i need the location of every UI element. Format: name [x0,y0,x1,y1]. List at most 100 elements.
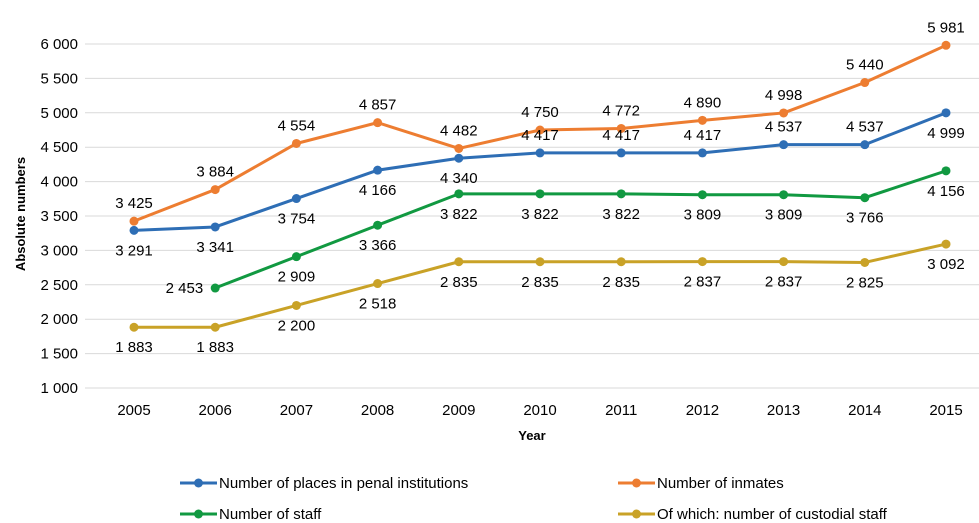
y-tick-label: 2 000 [40,311,78,328]
x-axis-title: Year [518,428,545,443]
data-label: 4 417 [521,127,559,144]
data-labels: 3 291 3 341 3 754 4 166 4 340 4 417 4 417 4 417… [115,19,965,356]
data-point [697,115,707,125]
y-axis-title: Absolute numbers [13,157,28,271]
data-point [697,257,707,267]
data-point [291,300,301,310]
data-point [941,239,951,249]
data-label: 2 909 [278,269,316,286]
data-label: 3 754 [278,211,316,228]
data-label: 3 809 [765,207,803,224]
x-tick-label: 2008 [361,402,394,419]
data-label: 3 366 [359,237,397,254]
data-point [616,257,626,267]
y-tick-label: 5 000 [40,105,78,122]
legend-label: Of which: number of custodial staff [657,506,888,523]
data-label: 2 835 [440,274,478,291]
data-point [616,123,626,133]
data-point [860,257,870,267]
data-point [454,153,464,163]
x-tick-label: 2007 [280,402,313,419]
data-label: 2 835 [521,274,559,291]
data-label: 4 340 [440,170,478,187]
data-point [697,148,707,158]
data-point [454,257,464,267]
data-point [860,78,870,88]
x-tick-label: 2010 [523,402,556,419]
data-point [616,148,626,158]
x-tick-label: 2015 [929,402,962,419]
data-point [535,148,545,158]
y-tick-label: 6 000 [40,36,78,53]
x-tick-label: 2011 [605,402,637,419]
data-point [941,40,951,50]
legend-label: Number of inmates [657,475,784,492]
legend-item: Number of places in penal institutions [180,475,468,492]
data-label: 2 837 [765,274,803,291]
data-label: 4 554 [278,117,316,134]
data-point [779,140,789,150]
data-point [291,194,301,204]
data-point [941,166,951,176]
data-label: 2 837 [684,274,722,291]
x-tick-label: 2005 [117,402,150,419]
legend: Number of places in penal institutions Nu… [180,475,888,523]
data-point [697,190,707,200]
y-tick-label: 4 500 [40,139,78,156]
data-label: 3 809 [684,207,722,224]
data-label: 4 772 [602,102,640,119]
legend-item: Of which: number of custodial staff [618,506,888,523]
data-label: 5 981 [927,19,965,36]
data-label: 3 884 [196,164,234,181]
x-axis-ticks: 2005 2006 2007 2008 2009 2010 2011 2012 2013 2014… [117,402,962,419]
data-point [535,189,545,199]
data-point [373,165,383,175]
data-label: 2 453 [166,280,204,297]
legend-label: Number of staff [219,506,322,523]
data-label: 4 857 [359,97,397,114]
y-tick-label: 4 000 [40,174,78,191]
data-label: 5 440 [846,57,884,74]
legend-marker [194,509,203,519]
x-tick-label: 2012 [686,402,719,419]
y-tick-label: 3 500 [40,208,78,225]
data-point [291,252,301,262]
data-label: 4 417 [602,127,640,144]
y-axis-ticks: 1 000 1 500 2 000 2 500 3 000 3 500 4 000 4 500… [40,36,78,397]
data-point [860,140,870,150]
data-label: 3 822 [521,206,559,223]
series-line-3 [214,169,947,290]
y-tick-label: 1 000 [40,380,78,397]
data-label: 3 291 [115,242,153,259]
x-tick-label: 2009 [442,402,475,419]
x-tick-label: 2013 [767,402,800,419]
data-label: 4 417 [684,127,722,144]
data-point [779,257,789,267]
data-point [373,118,383,128]
data-point [210,222,220,232]
data-label: 3 822 [440,206,478,223]
data-label: 1 883 [196,339,234,356]
data-point [129,216,139,226]
legend-label: Number of places in penal institutions [219,475,468,492]
data-point [454,143,464,153]
data-label: 4 166 [359,182,397,199]
legend-marker [632,478,641,488]
legend-marker [194,478,203,488]
data-label: 4 156 [927,183,965,200]
y-tick-label: 1 500 [40,346,78,363]
series-lines [129,40,951,332]
data-point [373,279,383,289]
data-point [535,125,545,135]
data-point [941,108,951,118]
y-tick-label: 5 500 [40,70,78,87]
legend-marker [632,509,641,519]
x-tick-label: 2006 [199,402,232,419]
data-label: 3 092 [927,256,965,273]
data-label: 2 200 [278,317,316,334]
x-tick-label: 2014 [848,402,881,419]
gridlines [85,43,979,389]
y-tick-label: 3 000 [40,242,78,259]
data-point [860,193,870,203]
